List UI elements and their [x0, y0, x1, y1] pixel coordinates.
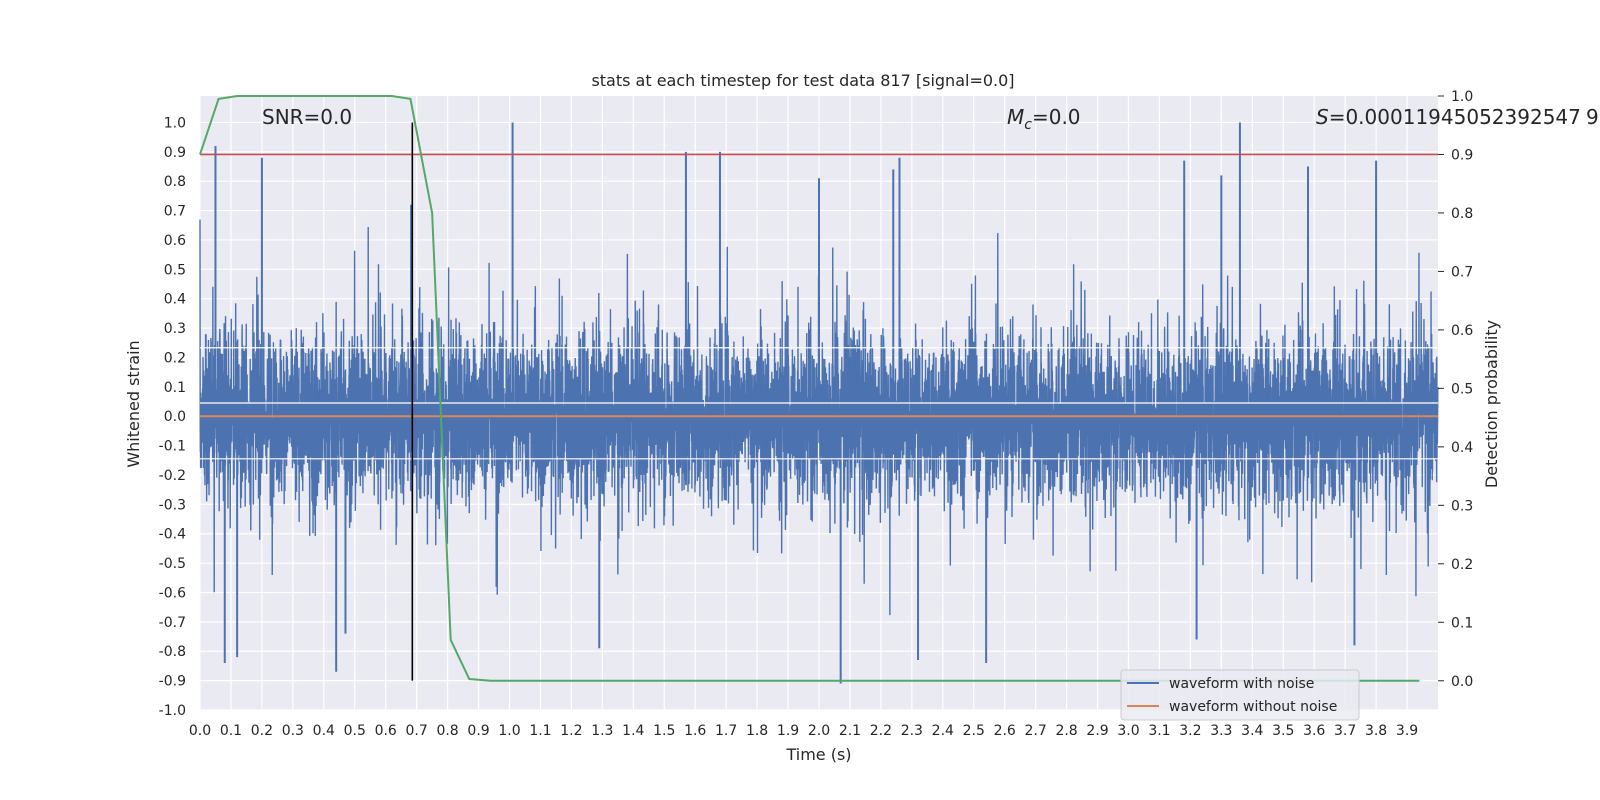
y-tick-label: 0.1 — [164, 380, 186, 396]
x-tick-label: 3.8 — [1365, 723, 1387, 739]
y-tick-label: 0.0 — [164, 409, 186, 425]
noise-waveform — [199, 122, 1439, 684]
mc-annotation: Mc=0.0 — [1007, 105, 1081, 133]
y-tick-label: 0.2 — [164, 350, 186, 366]
detection-probability-line — [199, 95, 1420, 682]
y-tick-label: -0.7 — [159, 615, 186, 631]
x-tick-label: 0.7 — [406, 723, 428, 739]
x-tick-label: 2.0 — [808, 723, 830, 739]
x-tick-label: 0.9 — [467, 723, 489, 739]
x-tick-label: 2.1 — [839, 723, 861, 739]
y-tick-label: 0.4 — [164, 292, 186, 308]
y-tick-label: -0.6 — [159, 585, 186, 601]
y-tick-label: 0.7 — [164, 204, 186, 220]
x-tick-label: 1.3 — [591, 723, 613, 739]
x-tick-label: 1.4 — [622, 723, 644, 739]
x-tick-label: 2.3 — [901, 723, 923, 739]
x-tick-label: 0.8 — [436, 723, 458, 739]
x-tick-label: 0.0 — [189, 723, 211, 739]
x-tick-label: 3.6 — [1303, 723, 1325, 739]
x-axis-label: Time (s) — [785, 745, 851, 764]
y2-tick-label: 0.7 — [1451, 264, 1473, 280]
x-tick-label: 0.4 — [313, 723, 335, 739]
x-tick-label: 3.0 — [1117, 723, 1139, 739]
x-tick-label: 3.4 — [1241, 723, 1263, 739]
y2-tick-label: 0.5 — [1451, 381, 1473, 397]
y-tick-label: -0.4 — [159, 527, 186, 543]
y2-tick-label: 0.9 — [1451, 147, 1473, 163]
x-tick-label: 1.2 — [560, 723, 582, 739]
x-tick-label: 1.8 — [746, 723, 768, 739]
x-tick-label: 3.5 — [1272, 723, 1294, 739]
x-tick-label: 0.2 — [251, 723, 273, 739]
y2-tick-label: 0.0 — [1451, 674, 1473, 690]
x-tick-label: 1.9 — [777, 723, 799, 739]
x-tick-label: 3.1 — [1148, 723, 1170, 739]
y2-tick-label: 0.6 — [1451, 323, 1473, 339]
x-tick-label: 3.7 — [1334, 723, 1356, 739]
chart-title: stats at each timestep for test data 817… — [591, 71, 1014, 90]
x-tick-label: 1.1 — [529, 723, 551, 739]
y-tick-label: -0.8 — [159, 644, 186, 660]
y-tick-label: 1.0 — [164, 115, 186, 131]
y-tick-label: -0.9 — [159, 674, 186, 690]
x-tick-label: 2.6 — [994, 723, 1016, 739]
mc-value: =0.0 — [1032, 105, 1081, 129]
mc-symbol: M — [1007, 105, 1024, 129]
s-annotation: S=0.00011945052392547 — [1316, 105, 1581, 129]
y2-axis-label: Detection probability — [1482, 320, 1501, 488]
x-tick-label: 2.7 — [1025, 723, 1047, 739]
x-tick-label: 2.9 — [1086, 723, 1108, 739]
y-tick-label: 0.3 — [164, 321, 186, 337]
y-tick-label: -0.5 — [159, 556, 186, 572]
s-value: =0.00011945052392547 — [1329, 105, 1581, 129]
x-tick-label: 0.3 — [282, 723, 304, 739]
y2-tick-label: 0.3 — [1451, 498, 1473, 514]
y-tick-label: 0.8 — [164, 174, 186, 190]
legend-label-noise: waveform with noise — [1169, 676, 1314, 692]
y2-tick-label: 1.0 — [1451, 89, 1473, 105]
y-tick-label: 0.9 — [164, 145, 186, 161]
y-tick-label: -0.2 — [159, 468, 186, 484]
y-tick-label: -1.0 — [159, 703, 186, 719]
overlays — [199, 95, 1438, 682]
mc-subscript: c — [1024, 117, 1032, 133]
y-tick-label: -0.3 — [159, 497, 186, 513]
y2-tick-label: 0.2 — [1451, 557, 1473, 573]
x-tick-label: 0.6 — [375, 723, 397, 739]
s-annotation-trailing: 9 — [1586, 105, 1599, 129]
x-tick-label: 1.0 — [498, 723, 520, 739]
x-tick-label: 2.8 — [1055, 723, 1077, 739]
x-tick-label: 1.7 — [715, 723, 737, 739]
x-tick-label: 3.3 — [1210, 723, 1232, 739]
x-tick-label: 0.1 — [220, 723, 242, 739]
legend: waveform with noise waveform without noi… — [1120, 669, 1360, 721]
y-tick-label: 0.5 — [164, 262, 186, 278]
x-tick-label: 0.5 — [344, 723, 366, 739]
y-axis-label: Whitened strain — [124, 340, 143, 467]
x-tick-label: 2.2 — [870, 723, 892, 739]
x-tick-label: 2.5 — [963, 723, 985, 739]
y2-tick-label: 0.1 — [1451, 615, 1473, 631]
legend-label-clean: waveform without noise — [1169, 699, 1337, 715]
y2-tick-label: 0.8 — [1451, 206, 1473, 222]
tick-labels: 0.0 0.1 0.2 0.3 0.4 0.5 0.6 0.7 0.8 0.9 1.0 1.1 1.2 1… — [159, 89, 1474, 739]
x-tick-label: 2.4 — [932, 723, 954, 739]
y-tick-label: 0.6 — [164, 233, 186, 249]
x-tick-label: 3.2 — [1179, 723, 1201, 739]
s-symbol: S — [1316, 105, 1329, 129]
snr-annotation: SNR=0.0 — [262, 105, 352, 129]
y2-tick-label: 0.4 — [1451, 440, 1473, 456]
x-tick-label: 3.9 — [1396, 723, 1418, 739]
legend-box — [1120, 669, 1360, 721]
x-tick-label: 1.6 — [684, 723, 706, 739]
y-tick-label: -0.1 — [159, 439, 186, 455]
x-tick-label: 1.5 — [653, 723, 675, 739]
